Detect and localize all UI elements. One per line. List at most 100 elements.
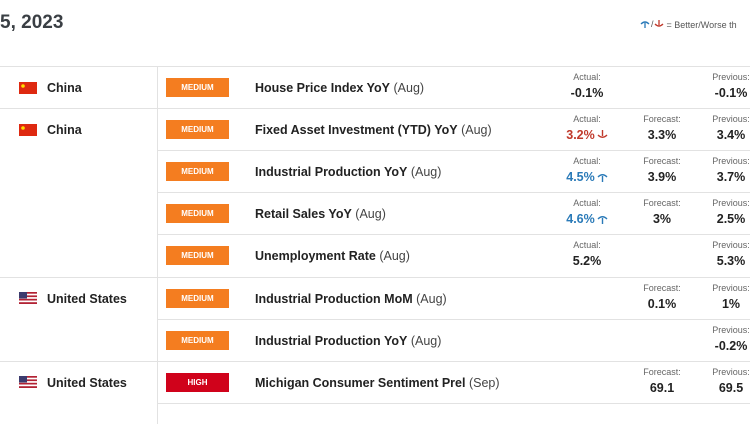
actual-value: 5.2% bbox=[572, 254, 602, 269]
forecast-value: 3% bbox=[652, 212, 672, 227]
event-period: (Aug) bbox=[461, 123, 492, 138]
trend-icon bbox=[597, 216, 608, 225]
forecast-value-wrap: 0.1% bbox=[627, 297, 697, 311]
actual-value-wrap: 4.6% bbox=[552, 212, 622, 226]
event-title: Industrial Production YoY bbox=[255, 333, 408, 348]
previous-cell: Previous: -0.1% bbox=[696, 72, 750, 100]
event-name: Industrial Production MoM (Aug) bbox=[255, 292, 447, 306]
impact-badge: MEDIUM bbox=[166, 120, 229, 140]
impact-badge: MEDIUM bbox=[166, 162, 229, 182]
event-name: Retail Sales YoY (Aug) bbox=[255, 207, 386, 221]
previous-value-wrap: 2.5% bbox=[696, 212, 750, 226]
previous-value-wrap: 3.7% bbox=[696, 170, 750, 184]
svg-text:/: / bbox=[651, 19, 654, 29]
actual-value-wrap: 3.2% bbox=[552, 128, 622, 142]
event-period: (Aug) bbox=[379, 249, 410, 264]
row-border bbox=[0, 108, 750, 110]
event-name: Unemployment Rate (Aug) bbox=[255, 249, 410, 263]
previous-value: 69.5 bbox=[718, 380, 744, 395]
previous-value: -0.1% bbox=[714, 86, 748, 100]
forecast-value-wrap: 3.3% bbox=[627, 128, 697, 142]
forecast-value-wrap: 3% bbox=[627, 212, 697, 226]
forecast-value-wrap: 69.1 bbox=[627, 381, 697, 395]
previous-label: Previous: bbox=[712, 114, 750, 125]
previous-value-wrap: 3.4% bbox=[696, 128, 750, 142]
calendar-row: China MEDIUM Fixed Asset Investment (YTD) … bbox=[0, 108, 750, 150]
flag-china bbox=[19, 82, 37, 94]
event-name: Industrial Production YoY (Aug) bbox=[255, 165, 441, 179]
event-period: (Aug) bbox=[393, 81, 425, 95]
legend-icons: / bbox=[640, 19, 664, 29]
row-border bbox=[0, 360, 750, 362]
actual-cell: Actual: 4.6% bbox=[552, 198, 622, 226]
event-period: (Aug) bbox=[410, 165, 442, 180]
forecast-label: Forecast: bbox=[643, 114, 681, 125]
forecast-cell: Forecast: 69.1 bbox=[627, 367, 697, 395]
calendar-row: MEDIUM Industrial Production YoY (Aug) Pre… bbox=[0, 318, 750, 361]
forecast-value-wrap: 3.9% bbox=[627, 170, 697, 184]
actual-label: Actual: bbox=[573, 156, 601, 167]
previous-value: 3.4% bbox=[716, 128, 746, 143]
event-title: Michigan Consumer Sentiment Prel bbox=[255, 375, 466, 390]
country: China bbox=[47, 81, 82, 95]
calendar-row: China MEDIUM House Price Index YoY (Aug) Ac… bbox=[0, 66, 750, 108]
forecast-label: Forecast: bbox=[643, 156, 681, 167]
previous-label: Previous: bbox=[712, 366, 750, 377]
previous-value-wrap: 1% bbox=[696, 297, 750, 311]
event-period: (Aug) bbox=[355, 207, 386, 222]
previous-label: Previous: bbox=[712, 240, 750, 251]
event-title: Industrial Production MoM bbox=[255, 291, 413, 306]
forecast-label: Forecast: bbox=[643, 282, 681, 293]
event-period: (Sep) bbox=[468, 375, 500, 390]
impact-badge: MEDIUM bbox=[166, 78, 229, 97]
previous-cell: Previous: 2.5% bbox=[696, 198, 750, 226]
previous-value-wrap: 5.3% bbox=[696, 254, 750, 268]
calendar-row: United States MEDIUM Industrial Production… bbox=[0, 276, 750, 319]
forecast-cell: Forecast: 3.9% bbox=[627, 156, 697, 184]
impact-badge: MEDIUM bbox=[166, 204, 229, 224]
trend-icon bbox=[597, 174, 608, 183]
forecast-label: Forecast: bbox=[643, 198, 681, 209]
impact-badge: MEDIUM bbox=[166, 330, 229, 350]
previous-cell: Previous: 5.3% bbox=[696, 240, 750, 268]
event-period: (Aug) bbox=[416, 291, 447, 306]
trend-icon bbox=[597, 130, 608, 139]
impact-badge: MEDIUM bbox=[166, 246, 229, 266]
event-title: Unemployment Rate bbox=[255, 249, 376, 264]
actual-value: 4.5% bbox=[566, 170, 595, 185]
previous-cell: Previous: 69.5 bbox=[696, 367, 750, 395]
event-name: Industrial Production YoY (Aug) bbox=[255, 334, 441, 348]
event-period: (Aug) bbox=[410, 333, 442, 348]
event-title: House Price Index YoY bbox=[255, 81, 391, 95]
previous-value: -0.2% bbox=[714, 338, 748, 353]
previous-cell: Previous: 1% bbox=[696, 283, 750, 311]
actual-cell: Actual: 5.2% bbox=[552, 240, 622, 268]
previous-label: Previous: bbox=[712, 156, 750, 167]
previous-cell: Previous: 3.7% bbox=[696, 156, 750, 184]
forecast-value: 69.1 bbox=[649, 380, 675, 395]
flag-us bbox=[19, 292, 37, 304]
calendar-row: MEDIUM Retail Sales YoY (Aug) Actual: 4.6% F… bbox=[0, 192, 750, 234]
event-name: Michigan Consumer Sentiment Prel (Sep) bbox=[255, 376, 500, 390]
actual-label: Actual: bbox=[573, 198, 601, 209]
previous-value: 5.3% bbox=[716, 254, 746, 269]
actual-cell: Actual: 3.2% bbox=[552, 114, 622, 142]
row-border bbox=[0, 276, 750, 278]
row-border bbox=[0, 66, 750, 67]
country: United States bbox=[47, 375, 127, 390]
event-title: Retail Sales YoY bbox=[255, 207, 352, 222]
actual-value: 3.2% bbox=[566, 128, 595, 143]
calendar-row: United States HIGH Michigan Consumer Senti… bbox=[0, 360, 750, 403]
forecast-cell: Forecast: 3% bbox=[627, 198, 697, 226]
forecast-value: 3.9% bbox=[647, 170, 677, 185]
forecast-label: Forecast: bbox=[643, 366, 681, 377]
previous-label: Previous: bbox=[712, 198, 750, 209]
previous-cell: Previous: 3.4% bbox=[696, 114, 750, 142]
forecast-cell: Forecast: 3.3% bbox=[627, 114, 697, 142]
impact-badge: HIGH bbox=[166, 372, 229, 392]
event-name: Fixed Asset Investment (YTD) YoY (Aug) bbox=[255, 123, 492, 137]
country: China bbox=[47, 123, 82, 138]
previous-label: Previous: bbox=[712, 324, 750, 335]
actual-label: Actual: bbox=[573, 240, 601, 251]
previous-value: 2.5% bbox=[716, 212, 746, 227]
